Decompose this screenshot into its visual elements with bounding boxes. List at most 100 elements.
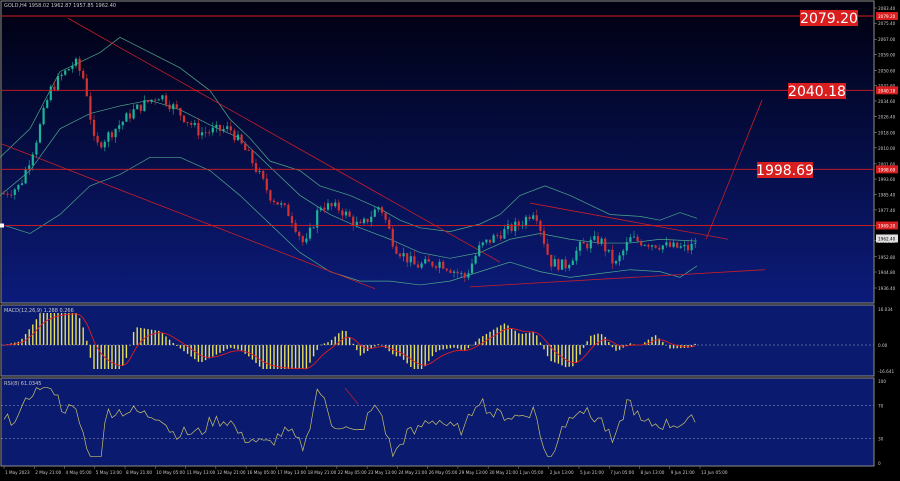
candle-body [287, 204, 290, 217]
macd-histogram-bar [395, 345, 398, 357]
macd-histogram-bar [456, 345, 459, 349]
macd-histogram-bar [521, 333, 524, 345]
candle-body [35, 142, 38, 155]
macd-histogram-bar [460, 345, 462, 350]
macd-histogram-bar [428, 345, 430, 362]
macd-histogram-bar [39, 313, 41, 345]
macd-histogram-bar [417, 345, 419, 369]
time-tick-label: 29 May 13:00 [459, 470, 488, 475]
candle-body [650, 245, 654, 247]
macd-histogram-bar [543, 345, 545, 350]
macd-histogram-bar [377, 344, 380, 345]
candle-body [377, 207, 380, 210]
candle-body [449, 270, 452, 273]
candle-body [337, 202, 340, 211]
macd-histogram-bar [363, 345, 365, 354]
macd-histogram-bar [323, 343, 326, 345]
candle-body [229, 126, 232, 131]
bollinger-bands [0, 36, 698, 286]
macd-histogram-bar [662, 341, 664, 345]
macd-histogram-bar [183, 345, 185, 352]
price-tick-label: 1944.80 [878, 270, 896, 275]
macd-histogram-bar [658, 338, 660, 345]
macd-histogram-bar [266, 345, 268, 369]
candle-body [384, 212, 387, 220]
candle-body [535, 215, 538, 221]
macd-histogram-bar [273, 345, 275, 369]
candle-body [542, 230, 546, 244]
candle-body [240, 134, 243, 144]
macd-histogram-bar [413, 345, 416, 369]
time-tick-label: 17 May 13:00 [277, 470, 306, 475]
trend-channel [1, 17, 766, 290]
candle-body [438, 261, 441, 268]
candle-body [348, 211, 351, 217]
macd-histogram-bar [122, 345, 124, 366]
candle-body [103, 141, 106, 148]
macd-histogram-bar [68, 313, 70, 345]
macd-panel[interactable] [0, 304, 875, 377]
price-tick-label: 1993.60 [878, 177, 896, 182]
candle-body [424, 259, 427, 264]
macd-histogram-bar [100, 345, 102, 369]
candle-body [614, 261, 618, 264]
macd-histogram-bar [478, 338, 480, 345]
candle-body [283, 203, 286, 205]
macd-histogram-bar [35, 319, 38, 345]
candle-body [470, 263, 474, 274]
macd-histogram-bar [280, 345, 282, 369]
macd-histogram-bar [402, 345, 405, 360]
macd-histogram-bar [82, 327, 84, 345]
macd-histogram-bar [269, 345, 272, 369]
macd-histogram-bar [143, 328, 146, 345]
macd-histogram-bar [208, 345, 210, 359]
candle-body [596, 236, 600, 244]
candle-body [517, 221, 520, 226]
macd-histogram-bar [482, 336, 484, 345]
level-tag-2079: 2079.20 [800, 10, 858, 27]
candle-body [204, 132, 207, 134]
axis-level-tag [876, 12, 898, 20]
candle-body [553, 259, 556, 267]
macd-histogram-bar [690, 345, 693, 347]
price-tick-label: 2010.00 [878, 146, 896, 151]
macd-histogram-bar [287, 345, 290, 369]
rsi-panel[interactable] [0, 377, 875, 467]
macd-histogram-bar [165, 336, 167, 345]
macd-histogram-bar [338, 333, 340, 345]
candle-body [24, 169, 27, 184]
candle-body [71, 65, 74, 70]
candle-body [568, 264, 571, 269]
level-tag-2040-text: 2040.18 [788, 84, 846, 100]
candle-body [236, 134, 240, 141]
macd-histogram-bar [258, 345, 261, 367]
macd-histogram-bar [424, 345, 426, 367]
candle-body [179, 107, 182, 116]
level-tag-2079-text: 2079.20 [800, 11, 858, 27]
macd-histogram-bar [600, 334, 603, 345]
time-tick-label: 11 May 13:00 [187, 470, 216, 475]
price-panel[interactable] [0, 0, 875, 304]
macd-histogram-bar [665, 345, 668, 346]
macd-histogram-bar [176, 345, 178, 346]
candle-body [6, 193, 9, 195]
candle-body [618, 255, 621, 262]
candle-body [89, 96, 92, 120]
macd-histogram-bar [510, 328, 513, 345]
macd-histogram-bar [672, 345, 675, 349]
candle-body [416, 264, 420, 268]
macd-histogram-bar [215, 345, 218, 355]
candle-body [308, 227, 312, 239]
price-axis[interactable]: 2083.40 2075.40 2067.00 2059.00 2050.60 2042.… [874, 6, 898, 291]
candle-body [341, 210, 344, 216]
macd-histogram-bar [147, 329, 149, 345]
macd-histogram-bar [204, 345, 207, 361]
macd-tick-label: 16.034 [878, 307, 893, 312]
price-tick-label: 2067.00 [878, 37, 896, 42]
macd-histogram-bar [579, 345, 581, 355]
time-axis[interactable]: 1 May 2023 2 May 21:00 4 May 05:00 5 May 13… [3, 466, 728, 475]
macd-histogram-bar [75, 313, 77, 345]
candle-body [571, 260, 574, 265]
candle-body [370, 216, 373, 223]
